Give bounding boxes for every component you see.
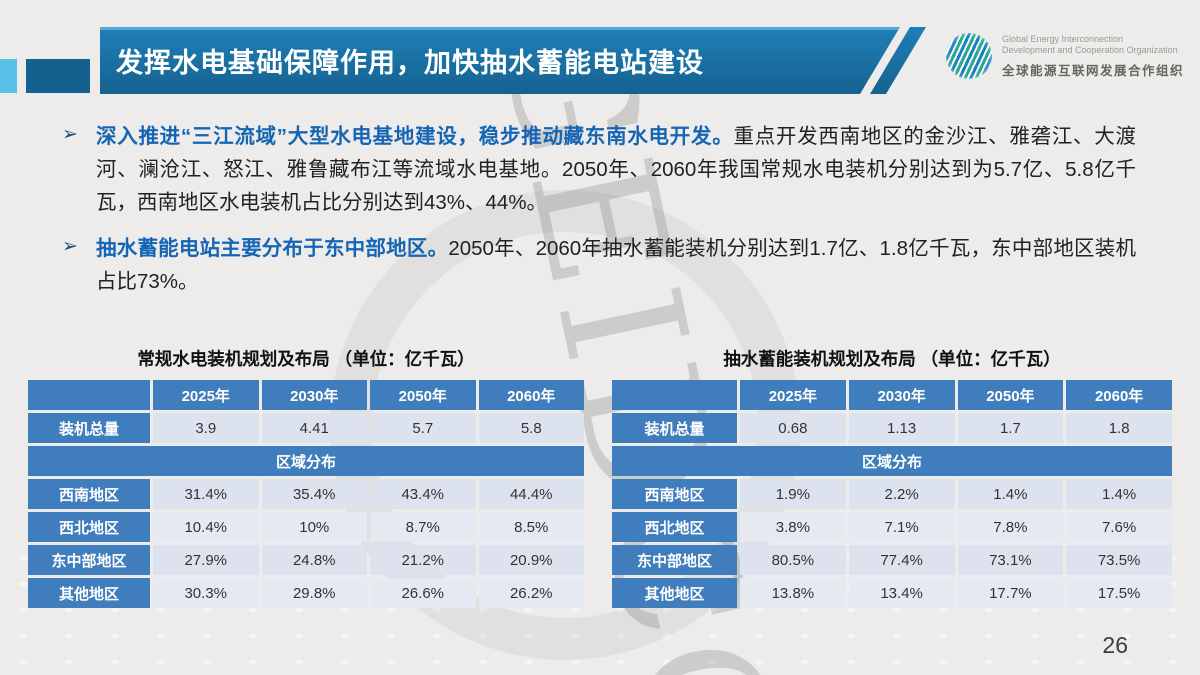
table-cell: 26.2% [478, 578, 584, 608]
table-header-cell: 2050年 [370, 380, 476, 410]
table-header-cell: 2060年 [1066, 380, 1172, 410]
bullet-item-2: ➢ 抽水蓄能电站主要分布于东中部地区。2050年、2060年抽水蓄能装机分别达到… [62, 232, 1142, 298]
bullet-body: 重点开发西南地区的金沙江、雅砻江、大渡河、澜沧江、怒江、雅鲁藏布江等流域水电基地… [96, 125, 1137, 214]
table-title-hydro: 常规水电装机规划及布局 （单位：亿千瓦） [137, 349, 475, 369]
bullet-body: 2050年、2060年抽水蓄能装机分别达到1.7亿、1.8亿千瓦，东中部地区装机… [96, 237, 1137, 293]
table-cell: 7.1% [848, 512, 955, 542]
row-label: 装机总量 [28, 413, 150, 443]
table-cell: 10.4% [153, 512, 259, 542]
row-label: 西南地区 [612, 479, 737, 509]
table-cell: 3.8% [740, 512, 846, 542]
table-cell: 27.9% [153, 545, 259, 575]
row-label: 东中部地区 [612, 545, 737, 575]
geidco-logo: Global Energy Interconnection Developmen… [945, 33, 1184, 79]
table-header-cell: 2050年 [957, 380, 1064, 410]
page-title: 发挥水电基础保障作用，加快抽水蓄能电站建设 [116, 48, 704, 78]
bullet-text: 深入推进“三江流域”大型水电基地建设，稳步推动藏东南水电开发。重点开发西南地区的… [96, 120, 1136, 219]
table-cell: 77.4% [848, 545, 955, 575]
table-hydro: 2025年 2030年 2050年 2060年 装机总量 3.9 4.41 5.… [28, 380, 584, 608]
table-header-cell: 2025年 [740, 380, 846, 410]
logo-en-line2: Development and Cooperation Organization [1001, 45, 1178, 55]
table-cell: 8.5% [478, 512, 584, 542]
table-header-cell [612, 380, 737, 410]
table-cell: 80.5% [740, 545, 846, 575]
table-cell: 26.6% [370, 578, 476, 608]
bullet-highlight: 抽水蓄能电站主要分布于东中部地区。 [96, 237, 449, 260]
table-cell: 5.7 [370, 413, 476, 443]
bullet-text: 抽水蓄能电站主要分布于东中部地区。2050年、2060年抽水蓄能装机分别达到1.… [96, 232, 1136, 298]
row-label: 西南地区 [28, 479, 150, 509]
table-header-cell: 2060年 [478, 380, 584, 410]
logo-zh: 全球能源互联网发展合作组织 [1001, 63, 1184, 78]
table-section-row: 区域分布 [612, 446, 1172, 476]
table-cell: 2.2% [848, 479, 955, 509]
bullet-highlight: 深入推进“三江流域”大型水电基地建设，稳步推动藏东南水电开发。 [96, 125, 734, 148]
page-number: 26 [1102, 632, 1128, 658]
table-header-cell: 2030年 [848, 380, 955, 410]
table-title-pumped: 抽水蓄能装机规划及布局 （单位：亿千瓦） [723, 349, 1061, 369]
table-header-cell: 2025年 [153, 380, 259, 410]
row-label: 西北地区 [612, 512, 737, 542]
table-cell: 13.8% [740, 578, 846, 608]
table-cell: 8.7% [370, 512, 476, 542]
table-cell: 1.13 [848, 413, 955, 443]
edge-accent-dark [26, 59, 90, 93]
table-cell: 73.1% [957, 545, 1064, 575]
table-header-cell [28, 380, 150, 410]
table-cell: 73.5% [1066, 545, 1172, 575]
table-pumped-storage: 2025年 2030年 2050年 2060年 装机总量 0.68 1.13 1… [612, 380, 1172, 608]
table-cell: 10% [261, 512, 367, 542]
table-cell: 3.9 [153, 413, 259, 443]
table-cell: 30.3% [153, 578, 259, 608]
logo-en-line1: Global Energy Interconnection [1001, 33, 1124, 44]
table-cell: 1.9% [740, 479, 846, 509]
table-cell: 17.5% [1066, 578, 1172, 608]
table-cell: 1.4% [957, 479, 1064, 509]
title-bar: 发挥水电基础保障作用，加快抽水蓄能电站建设 [100, 27, 900, 94]
row-label: 东中部地区 [28, 545, 150, 575]
row-label: 西北地区 [28, 512, 150, 542]
table-cell: 44.4% [478, 479, 584, 509]
logo-text: Global Energy Interconnection Developmen… [1002, 34, 1184, 79]
table-cell: 1.7 [957, 413, 1064, 443]
row-label: 装机总量 [612, 413, 737, 443]
row-label: 其他地区 [28, 578, 150, 608]
table-header-cell: 2030年 [261, 380, 367, 410]
table-cell: 1.8 [1066, 413, 1172, 443]
bullet-item-1: ➢ 深入推进“三江流域”大型水电基地建设，稳步推动藏东南水电开发。重点开发西南地… [62, 120, 1142, 219]
table-cell: 0.68 [740, 413, 846, 443]
table-section-row: 区域分布 [28, 446, 584, 476]
table-cell: 4.41 [261, 413, 367, 443]
table-cell: 17.7% [957, 578, 1064, 608]
table-cell: 35.4% [261, 479, 367, 509]
table-cell: 20.9% [478, 545, 584, 575]
edge-accent-light [0, 59, 17, 93]
table-cell: 7.8% [957, 512, 1064, 542]
table-cell: 1.4% [1066, 479, 1172, 509]
row-label: 其他地区 [612, 578, 737, 608]
bullet-arrow-icon: ➢ [62, 236, 78, 257]
table-cell: 13.4% [848, 578, 955, 608]
table-cell: 29.8% [261, 578, 367, 608]
table-cell: 31.4% [153, 479, 259, 509]
table-cell: 43.4% [370, 479, 476, 509]
table-cell: 5.8 [478, 413, 584, 443]
table-cell: 21.2% [370, 545, 476, 575]
table-cell: 24.8% [261, 545, 367, 575]
table-cell: 7.6% [1066, 512, 1172, 542]
bullet-arrow-icon: ➢ [62, 124, 78, 145]
globe-icon [945, 33, 992, 79]
